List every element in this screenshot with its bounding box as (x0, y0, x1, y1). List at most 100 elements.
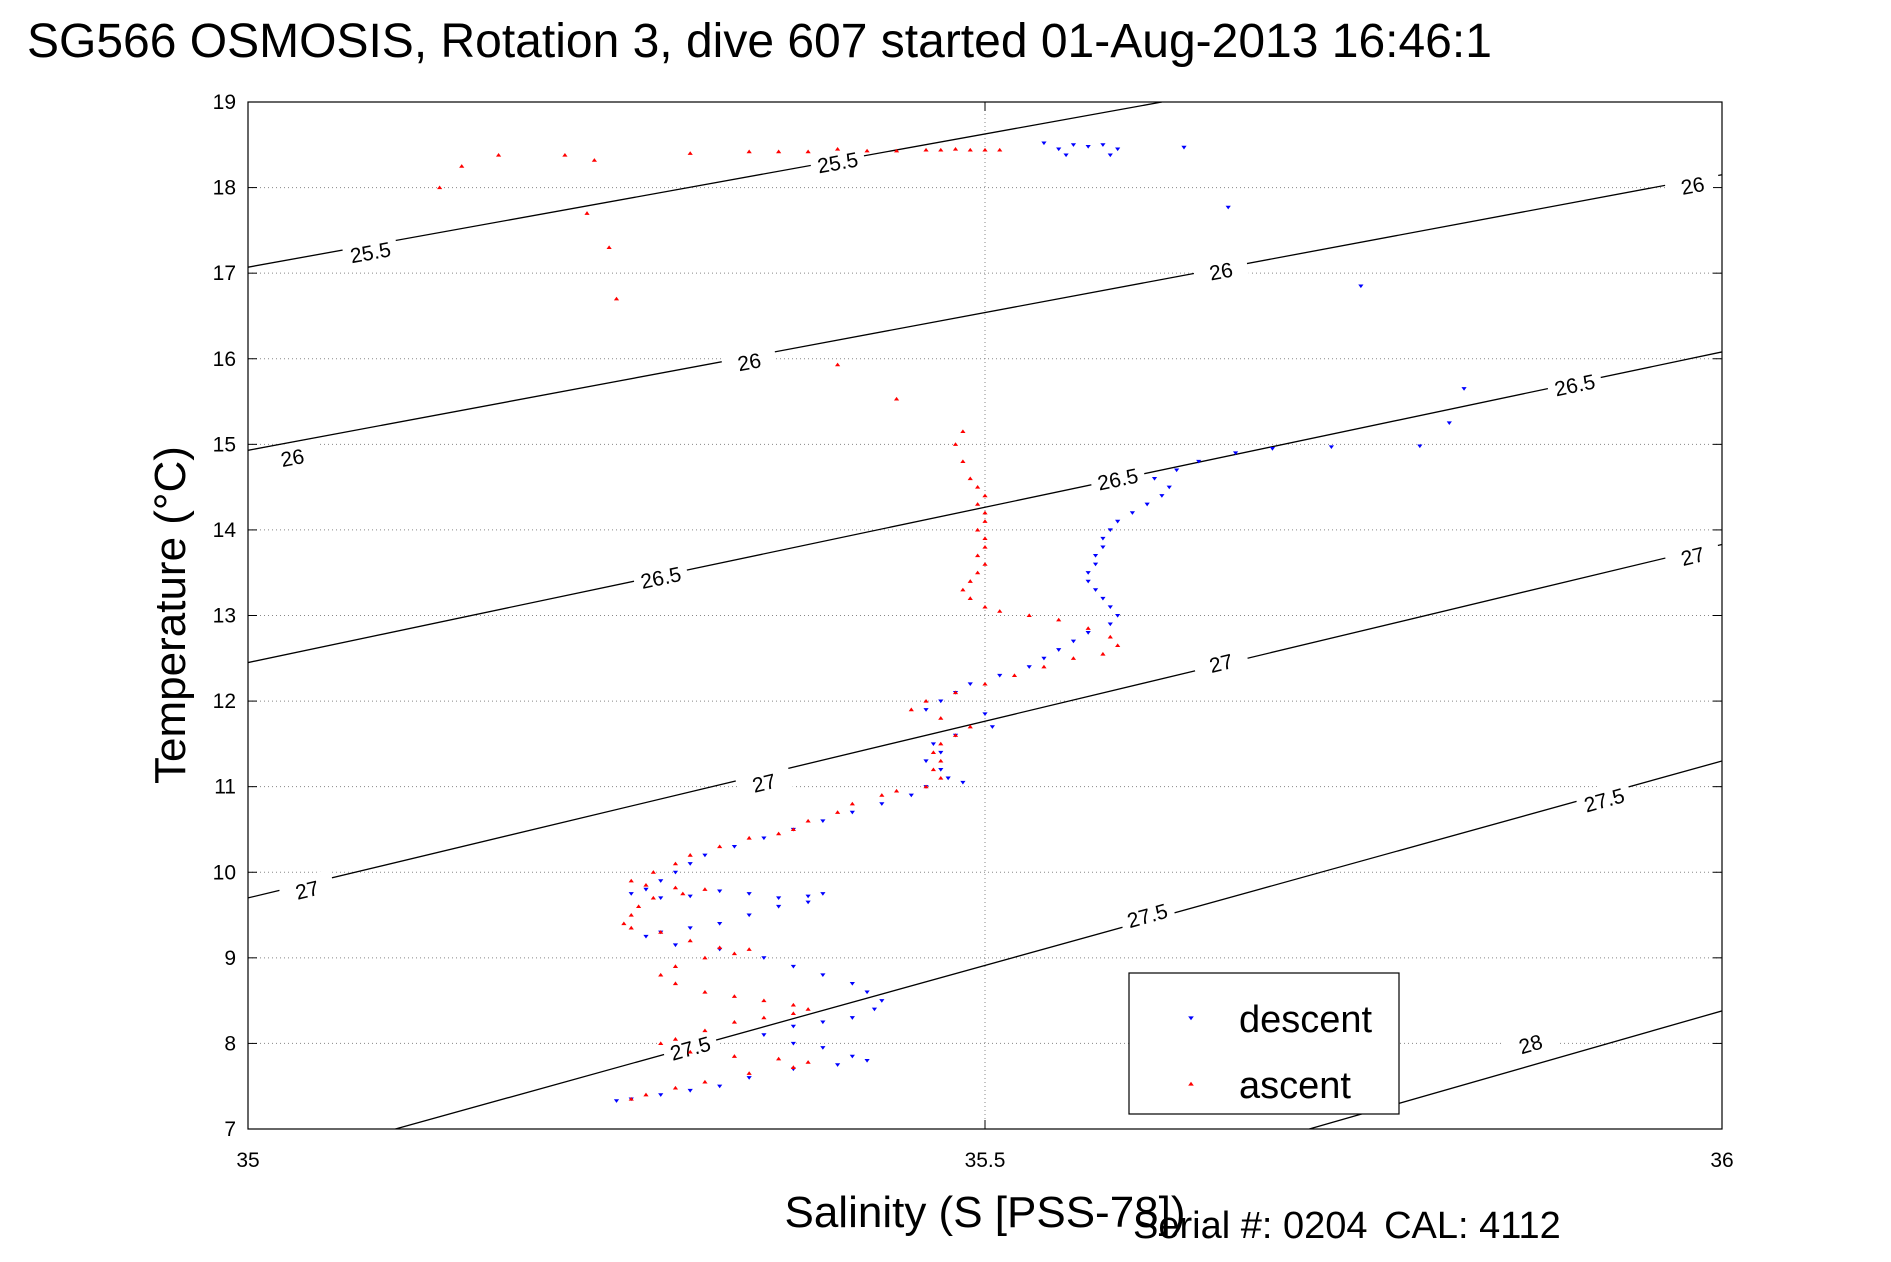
y-tick-label: 17 (213, 262, 236, 285)
density-contour-line (248, 102, 1162, 268)
descent-point (746, 913, 752, 918)
y-tick-label: 14 (213, 519, 237, 542)
ascent-point (975, 527, 981, 532)
ascent-point (731, 994, 738, 998)
descent-point (1129, 511, 1135, 515)
contour-label-group: 28 (1500, 1022, 1560, 1063)
descent-point (1225, 205, 1231, 210)
ascent-point (636, 904, 642, 909)
ascent-point (982, 536, 988, 541)
descent-point (776, 896, 782, 901)
descent-point (923, 708, 929, 712)
descent-point (1056, 147, 1062, 152)
ascent-point (835, 146, 841, 151)
density-contour-line (248, 174, 1722, 451)
contour-label: 26 (1679, 173, 1706, 200)
ascent-point (1070, 656, 1077, 660)
descent-point (1085, 631, 1091, 635)
contour-label-group: 27 (1191, 642, 1250, 681)
ascent-point (687, 1049, 693, 1054)
contour-label-group: 27.5 (660, 1026, 720, 1067)
ascent-point (982, 562, 988, 566)
descent-point (930, 742, 937, 746)
ascent-point (893, 788, 900, 793)
contour-label-group: 26 (263, 438, 321, 474)
descent-point (1070, 639, 1077, 644)
descent-point (1107, 153, 1113, 158)
descent-point (1107, 622, 1113, 627)
ascent-point (805, 1007, 811, 1011)
ascent-point (606, 245, 612, 250)
x-tick-label: 35 (236, 1149, 259, 1172)
ascent-point (687, 938, 693, 943)
contour-label-bg (341, 233, 400, 269)
ascent-point (746, 947, 752, 951)
contour-label-bg (631, 557, 690, 595)
ascent-point (997, 147, 1003, 152)
y-tick-label: 16 (213, 348, 236, 371)
y-tick-label: 15 (213, 433, 236, 456)
density-contour-line (395, 760, 1722, 1129)
ascent-point (960, 587, 966, 592)
descent-point (746, 892, 752, 896)
contour-label-bg (1191, 251, 1250, 288)
descent-point (1085, 579, 1091, 584)
ascent-point (1056, 617, 1062, 622)
contour-label-group: 27.5 (1117, 894, 1177, 934)
ascent-point (967, 579, 973, 583)
ascent-point (952, 146, 959, 151)
contour-label: 27 (1679, 543, 1707, 571)
descent-point (960, 780, 966, 785)
ascent-point (982, 519, 988, 523)
ascent-point (960, 429, 966, 434)
descent-point (761, 956, 767, 960)
ascent-point (790, 827, 796, 832)
ascent-point (643, 883, 649, 887)
contour-label: 27 (1207, 650, 1235, 678)
descent-point (1092, 588, 1099, 592)
descent-point (1417, 444, 1423, 449)
ascent-point (1041, 664, 1047, 669)
ascent-point (923, 699, 929, 703)
descent-point (1166, 485, 1172, 490)
legend-marker-descent (1188, 1016, 1194, 1021)
descent-point (849, 1054, 855, 1059)
ascent-point (952, 442, 959, 446)
descent-point (1232, 451, 1239, 455)
descent-point (1107, 528, 1113, 532)
ascent-point (805, 818, 811, 823)
descent-point (849, 981, 855, 986)
ascent-point (1100, 651, 1106, 656)
ascent-point (835, 810, 841, 814)
ascent-point (776, 1056, 782, 1061)
descent-point (1358, 284, 1364, 289)
ascent-point (731, 951, 738, 956)
contour-label-group: 26 (1663, 166, 1722, 202)
chart-title: SG566 OSMOSIS, Rotation 3, dive 607 star… (27, 15, 1492, 68)
ascent-point (562, 152, 568, 157)
ascent-point (982, 604, 988, 609)
descent-point (1115, 613, 1121, 618)
serial-number-label: Serial #: 0204 (1133, 1205, 1368, 1247)
contour-label-bg (1545, 365, 1604, 402)
contour-label-group: 26.5 (1545, 365, 1604, 402)
ascent-point (650, 895, 656, 900)
legend-marker-ascent (1188, 1081, 1194, 1086)
descent-point (879, 999, 885, 1003)
ascent-point (658, 1041, 664, 1045)
descent-point (849, 810, 855, 815)
ascent-point (776, 831, 782, 836)
contour-label-group: 26 (720, 342, 778, 379)
descent-point (982, 712, 988, 717)
descent-point (717, 1084, 723, 1089)
footer-serial: Serial #: 0204 CAL: 4112 (1133, 1205, 1567, 1248)
contour-label-bg (1191, 642, 1250, 681)
ascent-point (967, 724, 973, 729)
ascent-point (761, 998, 767, 1003)
descent-point (1151, 477, 1158, 481)
descent-point (687, 862, 693, 866)
ascent-point (650, 870, 656, 874)
ascent-point (893, 148, 900, 153)
ascent-point (975, 570, 981, 575)
descent-point (717, 889, 723, 894)
